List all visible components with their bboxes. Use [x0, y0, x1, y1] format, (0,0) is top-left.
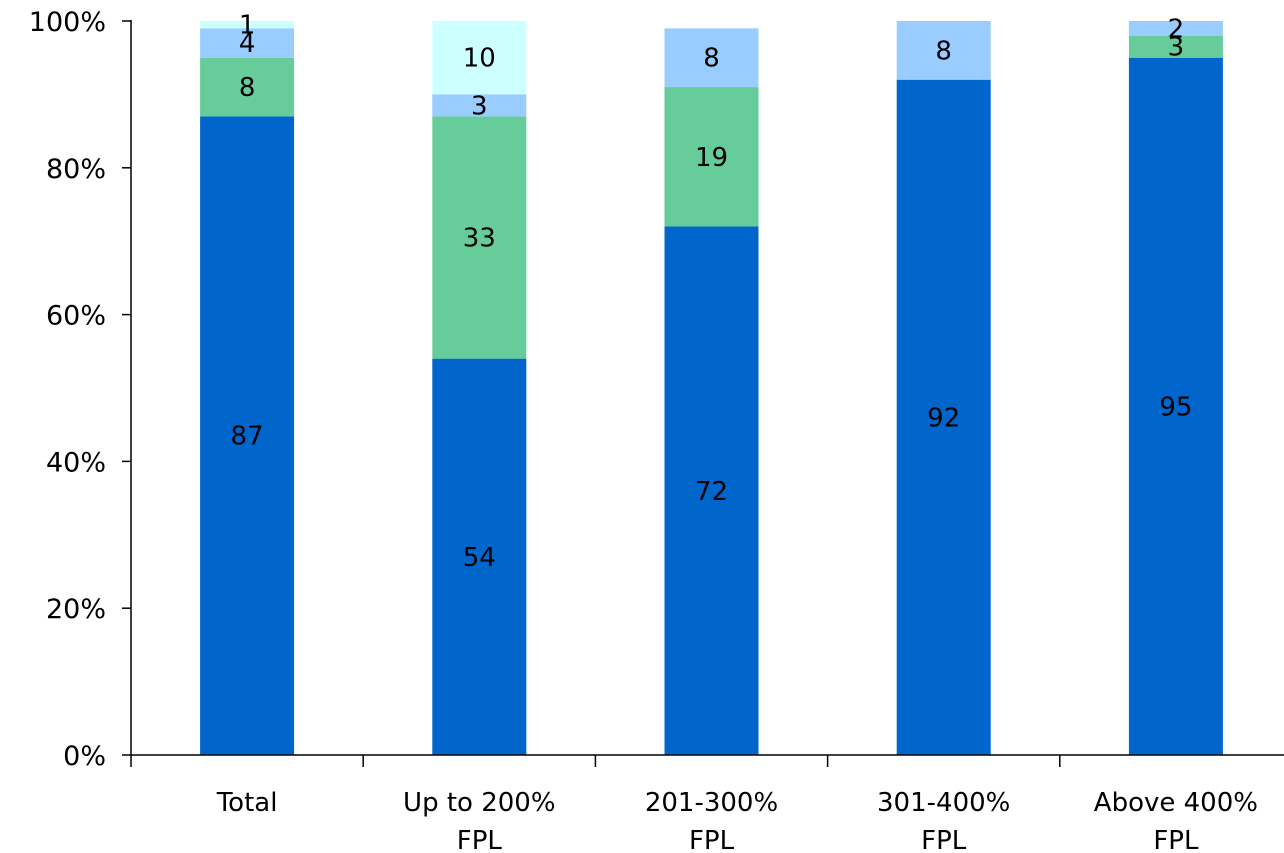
- data-label: 1: [239, 11, 256, 41]
- data-label: 4: [239, 29, 256, 59]
- y-tick-label: 0%: [63, 741, 106, 772]
- y-tick-label: 80%: [46, 154, 106, 185]
- bar-segment: [664, 87, 759, 227]
- x-category-label: Up to 200%: [403, 788, 556, 818]
- data-label: 87: [231, 422, 264, 452]
- bar-segment: [432, 358, 527, 755]
- x-category-label: Total: [216, 788, 278, 818]
- bar-segment: [200, 28, 295, 58]
- bar-segment: [432, 21, 527, 95]
- data-label: 19: [695, 143, 728, 173]
- bar-segment: [200, 57, 295, 117]
- data-label: 95: [1159, 392, 1192, 422]
- bar-segment: [200, 21, 295, 29]
- y-tick-label: 20%: [46, 594, 106, 625]
- bar-segment: [896, 79, 991, 756]
- data-label: 3: [1168, 33, 1185, 63]
- bar-segment: [200, 116, 295, 756]
- data-label: 8: [703, 44, 720, 74]
- bar-segment: [432, 94, 527, 117]
- data-label: 10: [463, 44, 496, 74]
- x-category-label: FPL: [1153, 826, 1199, 853]
- bars-group: [200, 21, 1223, 756]
- data-label: 92: [927, 403, 960, 433]
- axes-group: 0% 20% 40% 60% 80% 100% Total Up to 200% FPL 201-…: [29, 7, 1284, 853]
- data-label: 33: [463, 224, 496, 254]
- x-category-label: FPL: [457, 826, 503, 853]
- bar-segment: [896, 21, 991, 80]
- x-category-label: FPL: [921, 826, 967, 853]
- data-label: 2: [1168, 14, 1185, 44]
- data-label: 3: [471, 91, 488, 121]
- y-tick-label: 40%: [46, 447, 106, 478]
- data-label: 72: [695, 477, 728, 507]
- bar-segment: [1128, 57, 1223, 755]
- y-tick-label: 100%: [29, 7, 106, 38]
- x-category-label: 301-400%: [877, 788, 1010, 818]
- x-category-label: FPL: [689, 826, 735, 853]
- x-category-label: 201-300%: [645, 788, 778, 818]
- bar-segment: [1128, 21, 1223, 36]
- y-tick-label: 60%: [46, 301, 106, 332]
- x-category-label: Above 400%: [1094, 788, 1258, 818]
- data-label: 54: [463, 543, 496, 573]
- bar-segment: [432, 116, 527, 359]
- bar-segment: [1128, 35, 1223, 58]
- bar-segment: [664, 28, 759, 88]
- data-label: 8: [935, 36, 952, 66]
- bar-segment: [664, 226, 759, 755]
- data-label: 8: [239, 73, 256, 103]
